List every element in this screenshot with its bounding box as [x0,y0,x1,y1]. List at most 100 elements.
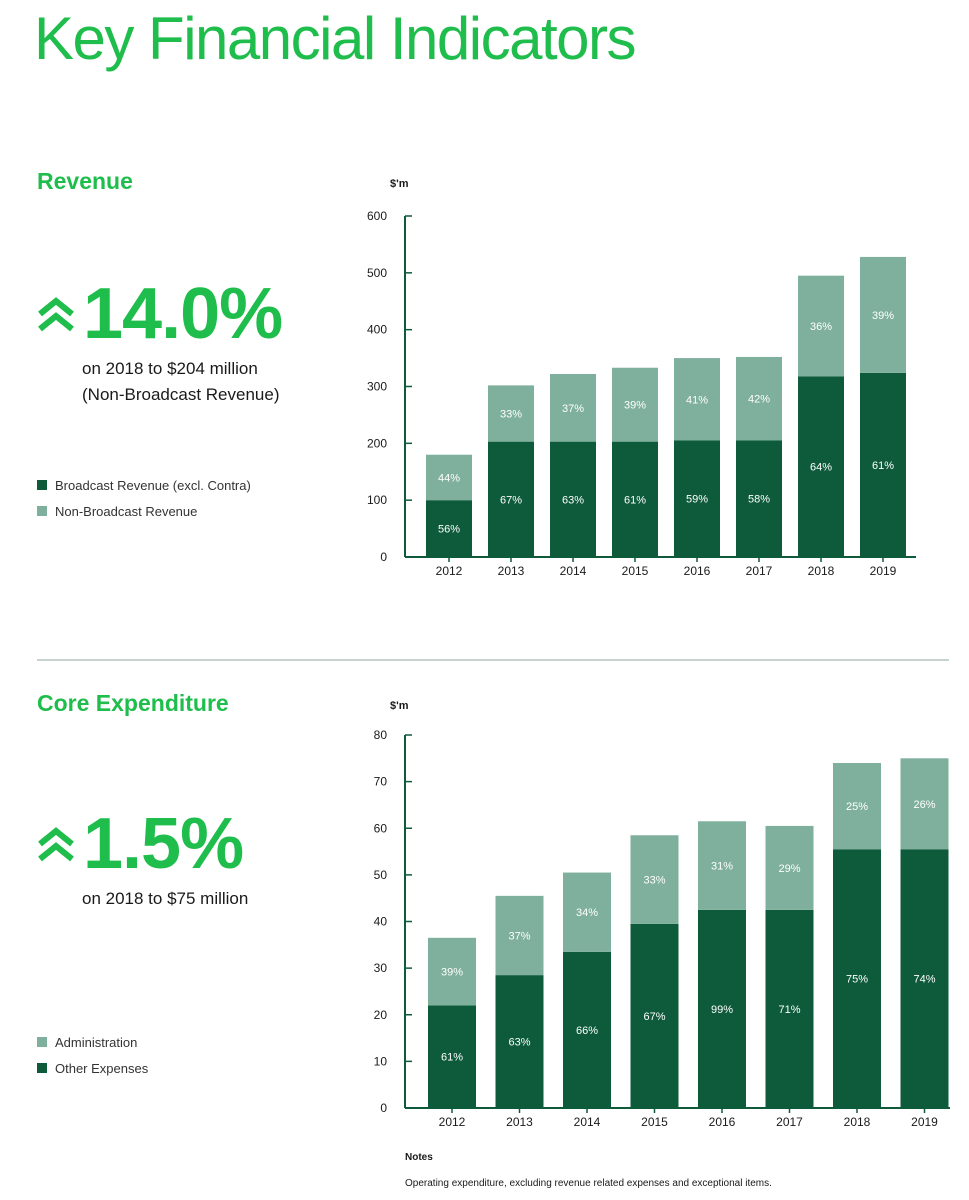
bar-segment [736,356,782,441]
legend-swatch [37,1037,47,1047]
bar-segment [428,937,476,1006]
legend-label: Administration [55,1034,138,1050]
y-tick-label: 20 [374,1008,388,1022]
expenditure-kpi-value: 1.5% [83,804,244,884]
bar-data-label: 25% [846,801,868,813]
bar-data-label: 39% [441,967,463,979]
bar-segment [550,441,596,557]
expenditure-chart: 0 10 20 30 40 50 60 70 80 61% 39% 2012 63% 37% 2013 66%… [374,728,950,1129]
bar-data-label: 61% [624,494,646,506]
x-tick-label: 2016 [684,564,711,578]
y-tick-label: 500 [367,266,387,280]
bar-data-label: 34% [576,907,598,919]
bar-data-label: 33% [643,875,665,887]
y-tick-label: 200 [367,436,387,450]
section-divider [37,659,949,661]
bar-data-label: 33% [500,408,522,420]
bar-segment [426,500,472,557]
expenditure-kpi: 1.5% [37,804,244,884]
double-chevron-up-icon [38,827,74,862]
bar-data-label: 56% [438,524,460,536]
bar-data-label: 75% [846,974,868,986]
bar-segment [674,358,720,441]
x-tick-label: 2015 [641,1115,668,1129]
bar-segment [550,373,596,442]
bar-segment [674,440,720,557]
bar-segment [563,951,611,1108]
bar-data-label: 37% [508,930,530,942]
bar-data-label: 39% [624,400,646,412]
x-tick-label: 2016 [709,1115,736,1129]
double-chevron-up-icon [38,297,74,332]
bar-segment [833,762,881,850]
legend-item-other-expenses: Other Expenses [37,1055,148,1081]
bar-data-label: 39% [872,310,894,322]
x-tick-label: 2013 [498,564,525,578]
bar-data-label: 44% [438,472,460,484]
x-tick-label: 2014 [560,564,587,578]
bar-segment [736,440,782,557]
legend-swatch [37,506,47,516]
bar-data-label: 42% [748,394,770,406]
bar-segment [488,441,534,557]
revenue-kpi-line2: (Non-Broadcast Revenue) [82,385,280,404]
bar-data-label: 74% [913,974,935,986]
bar-data-label: 71% [778,1004,800,1016]
bar-segment [612,367,658,442]
bar-segment [426,454,472,501]
y-tick-label: 10 [374,1054,388,1068]
bar-segment [495,975,544,1108]
revenue-section-title: Revenue [37,168,133,194]
bar-data-label: 67% [643,1011,665,1023]
bar-data-label: 59% [686,494,708,506]
expenditure-unit-label: $'m [390,700,409,712]
x-tick-label: 2013 [506,1115,533,1129]
bar-data-label: 61% [441,1052,463,1064]
revenue-kpi-line1: on 2018 to $204 million [82,359,258,378]
y-tick-label: 0 [380,1101,387,1115]
notes-text: Operating expenditure, excluding revenue… [405,1178,772,1189]
bar-data-label: 63% [508,1037,530,1049]
expenditure-section-title: Core Expenditure [37,690,229,716]
legend-label: Broadcast Revenue (excl. Contra) [55,477,251,493]
bar-data-label: 67% [500,494,522,506]
revenue-kpi: 14.0% [37,274,283,354]
bar-segment [612,441,658,557]
revenue-legend: Broadcast Revenue (excl. Contra) Non-Bro… [37,472,251,524]
legend-swatch [37,480,47,490]
revenue-kpi-description: on 2018 to $204 million (Non-Broadcast R… [82,356,279,408]
bar-data-label: 66% [576,1025,598,1037]
x-tick-label: 2012 [436,564,463,578]
revenue-kpi-value: 14.0% [83,274,283,354]
bar-segment [833,849,881,1108]
y-tick-label: 80 [374,728,388,742]
bar-data-label: 37% [562,403,584,415]
legend-item-broadcast: Broadcast Revenue (excl. Contra) [37,472,251,498]
expenditure-kpi-line1: on 2018 to $75 million [82,889,249,908]
legend-item-administration: Administration [37,1029,148,1055]
bar-segment [900,849,949,1108]
bar-segment [495,895,544,976]
bar-segment [698,821,746,910]
bar-segment [765,825,814,910]
legend-swatch [37,1063,47,1073]
bar-data-label: 29% [778,863,800,875]
bar-segment [765,909,814,1108]
x-tick-label: 2018 [844,1115,871,1129]
bar-segment [563,872,611,952]
x-tick-label: 2014 [574,1115,601,1129]
bar-segment [798,376,844,557]
revenue-chart: 0 100 200 300 400 500 600 56% 44% 2012 67% 33% 2013 6… [367,209,916,578]
bar-segment [860,372,906,557]
y-tick-label: 0 [380,550,387,564]
bar-data-label: 64% [810,462,832,474]
legend-item-non-broadcast: Non-Broadcast Revenue [37,498,251,524]
y-tick-label: 40 [374,915,388,929]
bar-data-label: 26% [913,799,935,811]
x-tick-label: 2018 [808,564,835,578]
notes-title: Notes [405,1152,433,1163]
bar-segment [428,1005,476,1108]
y-tick-label: 300 [367,380,387,394]
x-tick-label: 2012 [439,1115,466,1129]
page-title: Key Financial Indicators [34,5,636,72]
